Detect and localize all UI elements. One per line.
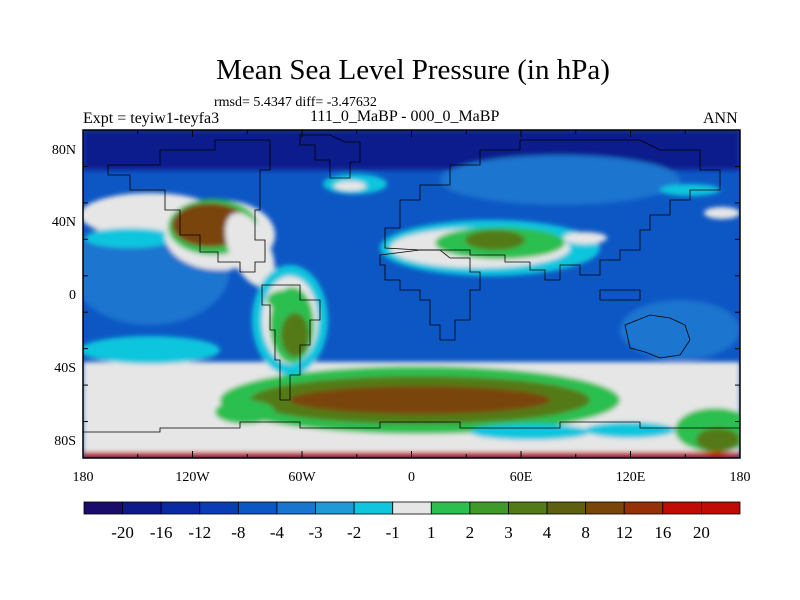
colorbar-box	[199, 501, 239, 515]
greenland-outline	[299, 134, 361, 179]
continent-outlines	[83, 134, 740, 433]
y-tick-label: 40N	[52, 215, 76, 230]
colorbar-box	[353, 501, 394, 515]
colorbar-label: -1	[386, 523, 400, 542]
pressure-field	[83, 130, 740, 458]
colorbar-box	[469, 501, 509, 515]
indonesia-outline	[599, 289, 641, 301]
y-axis-labels: 80N 40N 0 40S 80S	[52, 143, 76, 449]
colorbar-label: -4	[270, 523, 285, 542]
y-tick-label: 80S	[54, 434, 76, 449]
far-east-neutral	[704, 207, 740, 219]
x-tick-label: 180	[730, 470, 751, 485]
colorbar-label: -2	[347, 523, 361, 542]
pacific-green-patch	[215, 400, 275, 424]
colorbar-label: 20	[693, 523, 710, 542]
colorbar-label: 3	[504, 523, 513, 542]
x-tick-label: 60E	[510, 470, 533, 485]
colorbar: -20 -16 -12 -8 -4 -3 -2 -1 1 2 3 4 8 12 16 20	[83, 501, 741, 542]
australia-outline	[624, 314, 691, 359]
colorbar-box	[701, 501, 741, 515]
na-tail	[225, 212, 275, 288]
y-tick-label: 0	[69, 288, 76, 303]
south-atlantic-brown	[290, 386, 550, 414]
stats-label: rmsd= 5.4347 diff= -3.47632	[214, 95, 377, 110]
greenland-neutral	[334, 181, 366, 191]
sa-north-green	[267, 290, 303, 310]
colorbar-label: 8	[581, 523, 590, 542]
west-pacific-anomaly	[620, 300, 740, 360]
colorbar-label: 2	[466, 523, 475, 542]
colorbar-label: -12	[188, 523, 211, 542]
season-label: ANN	[703, 110, 738, 127]
colorbar-box	[122, 501, 162, 515]
plot-title: Mean Sea Level Pressure (in hPa)	[216, 54, 610, 86]
south-pacific-cyan	[83, 336, 220, 364]
eurasia-outline	[384, 139, 721, 281]
x-axis-labels: 180 120W 60W 0 60E 120E 180	[73, 470, 751, 485]
antarctica-outline	[83, 421, 740, 433]
colorbar-label: -8	[231, 523, 245, 542]
y-tick-label: 80N	[52, 143, 76, 158]
colorbar-label: 12	[616, 523, 633, 542]
sa-olive	[281, 313, 309, 357]
pacific-cyan	[85, 228, 175, 248]
east-asia-neutral	[563, 232, 607, 244]
experiment-label: Expt = teyiw1-teyfa3	[83, 110, 220, 127]
period-label: 111_0_MaBP - 000_0_MaBP	[310, 108, 500, 125]
colorbar-box	[662, 501, 702, 515]
south-america-outline	[261, 284, 321, 401]
colorbar-label: 4	[543, 523, 552, 542]
colorbar-box	[430, 501, 471, 515]
colorbar-box	[508, 501, 548, 515]
north-america-outline	[107, 139, 271, 273]
colorbar-label: 16	[654, 523, 671, 542]
x-tick-label: 120E	[616, 470, 646, 485]
colorbar-box	[585, 501, 625, 515]
antarctic-cyan-2	[585, 422, 675, 438]
x-tick-label: 180	[73, 470, 94, 485]
colorbar-box	[83, 501, 123, 515]
colorbar-box	[546, 501, 587, 515]
colorbar-box	[237, 501, 278, 515]
axis-ticks	[82, 129, 741, 459]
africa-outline	[379, 249, 481, 341]
colorbar-box	[276, 501, 316, 515]
x-tick-label: 120W	[175, 470, 210, 485]
y-tick-label: 40S	[54, 361, 76, 376]
colorbar-box	[315, 501, 355, 515]
x-tick-label: 0	[408, 470, 415, 485]
ross-olive	[696, 428, 740, 452]
colorbar-label: -3	[308, 523, 322, 542]
colorbar-box	[392, 501, 432, 515]
colorbar-label: -20	[111, 523, 134, 542]
antarctic-cyan	[470, 424, 590, 440]
colorbar-box	[160, 501, 201, 515]
colorbar-label: -16	[150, 523, 173, 542]
colorbar-box	[623, 501, 664, 515]
x-tick-label: 60W	[288, 470, 316, 485]
eurasia-olive	[465, 230, 525, 250]
siberia-anomaly	[440, 155, 680, 205]
colorbar-label: 1	[427, 523, 436, 542]
